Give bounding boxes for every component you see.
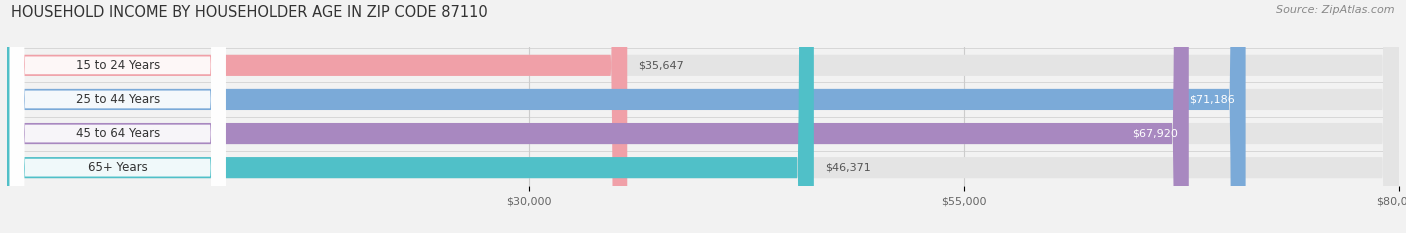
- Text: Source: ZipAtlas.com: Source: ZipAtlas.com: [1277, 5, 1395, 15]
- Text: $46,371: $46,371: [825, 163, 870, 173]
- FancyBboxPatch shape: [7, 0, 1189, 233]
- FancyBboxPatch shape: [10, 0, 225, 233]
- Text: 65+ Years: 65+ Years: [87, 161, 148, 174]
- Text: HOUSEHOLD INCOME BY HOUSEHOLDER AGE IN ZIP CODE 87110: HOUSEHOLD INCOME BY HOUSEHOLDER AGE IN Z…: [11, 5, 488, 20]
- Text: 15 to 24 Years: 15 to 24 Years: [76, 59, 160, 72]
- FancyBboxPatch shape: [7, 0, 627, 233]
- FancyBboxPatch shape: [7, 0, 814, 233]
- FancyBboxPatch shape: [7, 0, 1399, 233]
- FancyBboxPatch shape: [7, 0, 1399, 233]
- Text: 25 to 44 Years: 25 to 44 Years: [76, 93, 160, 106]
- Text: $35,647: $35,647: [638, 60, 685, 70]
- FancyBboxPatch shape: [7, 0, 1399, 233]
- FancyBboxPatch shape: [10, 0, 225, 233]
- Text: $71,186: $71,186: [1188, 94, 1234, 104]
- FancyBboxPatch shape: [7, 0, 1246, 233]
- FancyBboxPatch shape: [10, 0, 225, 233]
- Text: $67,920: $67,920: [1132, 129, 1178, 139]
- Text: 45 to 64 Years: 45 to 64 Years: [76, 127, 160, 140]
- FancyBboxPatch shape: [7, 0, 1399, 233]
- FancyBboxPatch shape: [10, 0, 225, 233]
